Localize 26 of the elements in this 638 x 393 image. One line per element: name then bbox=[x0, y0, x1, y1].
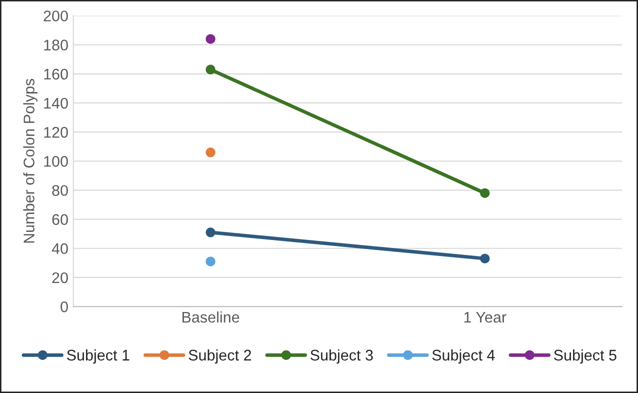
y-tick-label: 100 bbox=[44, 156, 68, 167]
y-tick-label: 60 bbox=[52, 214, 68, 225]
point bbox=[206, 148, 216, 158]
legend-label: Subject 1 bbox=[67, 349, 130, 364]
y-axis-title: Number of Colon Polyps bbox=[23, 78, 38, 243]
point bbox=[206, 34, 216, 44]
y-tick-label: 140 bbox=[44, 98, 68, 109]
y-tick-label: 120 bbox=[44, 126, 68, 138]
point bbox=[480, 254, 490, 264]
y-tick-label: 40 bbox=[52, 243, 68, 254]
x-tick-label: Baseline bbox=[182, 311, 240, 323]
y-tick-label: 0 bbox=[60, 301, 68, 312]
y-tick-label: 200 bbox=[44, 10, 68, 22]
legend-label: Subject 4 bbox=[432, 349, 495, 364]
y-tick-label: 20 bbox=[52, 272, 68, 284]
point bbox=[480, 188, 490, 198]
y-tick-label: 80 bbox=[52, 185, 68, 196]
legend-label: Subject 3 bbox=[310, 349, 373, 364]
y-tick-label: 180 bbox=[44, 40, 68, 50]
point bbox=[206, 256, 216, 266]
legend-label: Subject 2 bbox=[188, 349, 251, 364]
legend-label: Subject 5 bbox=[554, 349, 616, 364]
point bbox=[206, 64, 216, 74]
y-tick-label: 160 bbox=[44, 68, 68, 80]
point bbox=[206, 228, 216, 238]
x-tick-label: 1 Year bbox=[464, 312, 506, 323]
